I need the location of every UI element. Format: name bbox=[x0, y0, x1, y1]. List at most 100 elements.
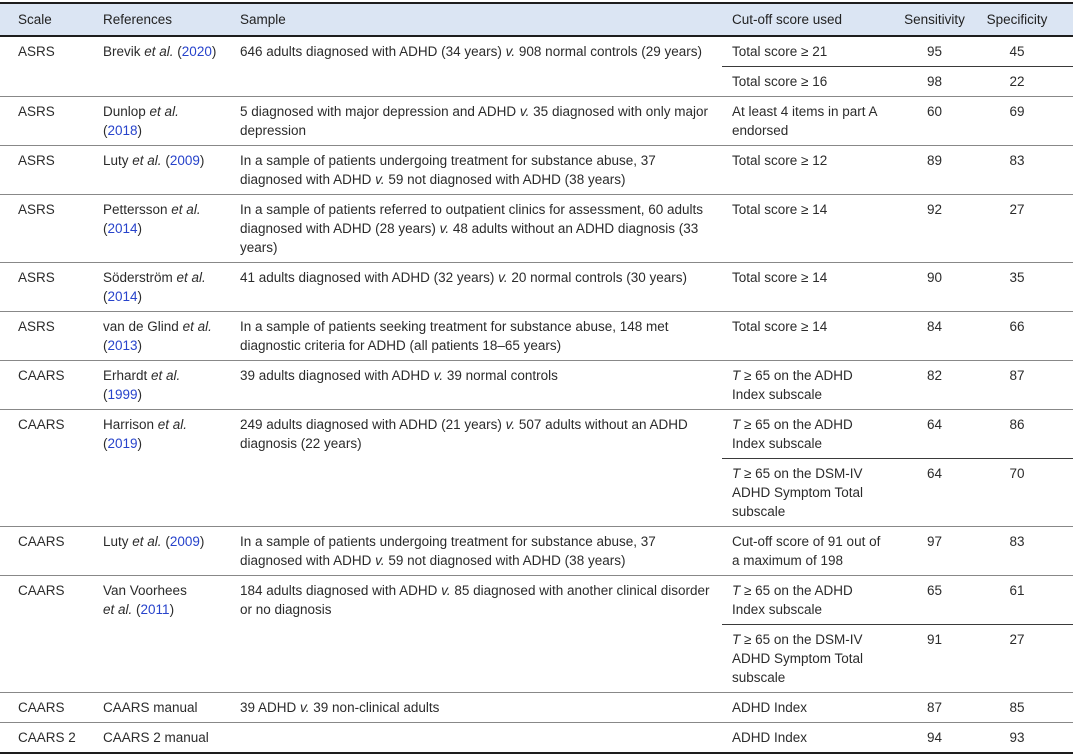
sensitivity-cell: 89 bbox=[894, 145, 975, 195]
table-row: CAARS Harrison et al. (2019) 249 adults … bbox=[0, 409, 1073, 527]
cutoff-text: Total score ≥ 14 bbox=[732, 319, 828, 334]
cutoff-text: Total score ≥ 14 bbox=[732, 270, 828, 285]
citation-year-link[interactable]: 2014 bbox=[107, 221, 138, 236]
scale-cell: CAARS bbox=[0, 692, 103, 723]
column-header-sample: Sample bbox=[240, 3, 722, 37]
ref-paren-open: ( bbox=[103, 387, 108, 402]
table-row: ASRS Luty et al. (2009) In a sample of p… bbox=[0, 145, 1073, 195]
cutoff-cell: Total score ≥ 14 bbox=[722, 194, 894, 263]
versus-text: v. bbox=[375, 553, 385, 568]
ref-paren-close: ) bbox=[199, 534, 205, 549]
table-head: Scale References Sample Cut-off score us… bbox=[0, 3, 1073, 37]
ref-paren-close: ) bbox=[137, 387, 143, 402]
ref-paren-close: ) bbox=[211, 44, 217, 59]
sensitivity-cell: 91 bbox=[894, 624, 975, 693]
versus-text: v. bbox=[433, 368, 444, 383]
citation-year-link[interactable]: 1999 bbox=[107, 387, 138, 402]
sample-text: 20 normal controls (30 years) bbox=[507, 270, 687, 285]
table-row: ASRS Pettersson et al. (2014) In a sampl… bbox=[0, 194, 1073, 263]
sensitivity-cell: 64 bbox=[894, 409, 975, 459]
reference-cell: Dunlop et al. (2018) bbox=[103, 96, 240, 146]
cutoff-cell: T ≥ 65 on the ADHD Index subscale bbox=[722, 409, 894, 459]
reference-cell: Söderström et al. (2014) bbox=[103, 262, 240, 312]
scale-cell: CAARS bbox=[0, 360, 103, 410]
reference-line: Dunlop et al. bbox=[103, 102, 230, 121]
citation-year-link[interactable]: 2020 bbox=[181, 44, 212, 59]
et-al-text: et al. bbox=[176, 270, 206, 285]
sample-text: In a sample of patients seeking treatmen… bbox=[240, 319, 669, 353]
sample-text: 249 adults diagnosed with ADHD (21 years… bbox=[240, 417, 506, 432]
citation-year-link[interactable]: 2018 bbox=[107, 123, 138, 138]
sensitivity-cell: 97 bbox=[894, 526, 975, 576]
sample-cell: In a sample of patients seeking treatmen… bbox=[240, 311, 722, 361]
citation-year-link[interactable]: 2009 bbox=[169, 153, 200, 168]
reference-line: (1999) bbox=[103, 385, 230, 404]
table-subrow: Total score ≥ 16 98 22 bbox=[0, 66, 1073, 97]
sample-text: 184 adults diagnosed with ADHD bbox=[240, 583, 442, 598]
sample-cell: 184 adults diagnosed with ADHD v. 85 dia… bbox=[240, 575, 722, 693]
specificity-cell: 22 bbox=[975, 66, 1073, 97]
reference-line: (2013) bbox=[103, 336, 230, 355]
cutoff-text: At least 4 items in part A endorsed bbox=[732, 104, 877, 138]
cutoff-cell: T ≥ 65 on the DSM-IV ADHD Symptom Total … bbox=[722, 458, 894, 527]
ref-authors: Brevik bbox=[103, 44, 145, 59]
t-score-symbol: T bbox=[732, 368, 741, 383]
reference-cell: Luty et al. (2009) bbox=[103, 145, 240, 195]
ref-authors: Pettersson bbox=[103, 202, 172, 217]
sample-text: 507 adults without an ADHD diagnosis (22… bbox=[240, 417, 688, 451]
specificity-cell: 85 bbox=[975, 692, 1073, 723]
table-row: CAARS CAARS manual 39 ADHD v. 39 non-cli… bbox=[0, 692, 1073, 723]
t-score-symbol: T bbox=[732, 632, 741, 647]
sample-cell: 39 adults diagnosed with ADHD v. 39 norm… bbox=[240, 360, 722, 410]
table-header-row: Scale References Sample Cut-off score us… bbox=[0, 3, 1073, 37]
specificity-cell: 27 bbox=[975, 624, 1073, 693]
specificity-cell: 69 bbox=[975, 96, 1073, 146]
cutoff-text: Total score ≥ 21 bbox=[732, 44, 828, 59]
specificity-cell: 35 bbox=[975, 262, 1073, 312]
sample-cell: 41 adults diagnosed with ADHD (32 years)… bbox=[240, 262, 722, 312]
reference-line: et al. (2011) bbox=[103, 600, 230, 619]
citation-year-link[interactable]: 2014 bbox=[107, 289, 138, 304]
citation-year-link[interactable]: 2009 bbox=[169, 534, 200, 549]
sample-text: In a sample of patients undergoing treat… bbox=[240, 534, 656, 568]
scale-cell: ASRS bbox=[0, 35, 103, 97]
table-subrow: T ≥ 65 on the DSM-IV ADHD Symptom Total … bbox=[0, 458, 1073, 527]
versus-text: v. bbox=[519, 104, 530, 119]
sample-text: 41 adults diagnosed with ADHD (32 years) bbox=[240, 270, 499, 285]
versus-text: v. bbox=[439, 221, 450, 236]
et-al-text: et al. bbox=[157, 417, 188, 432]
sample-cell: In a sample of patients undergoing treat… bbox=[240, 526, 722, 576]
sample-text: 35 diagnosed with only major depression bbox=[240, 104, 709, 138]
citation-year-link[interactable]: 2011 bbox=[140, 602, 170, 617]
et-al-text: et al. bbox=[149, 104, 179, 119]
ref-paren-open: ( bbox=[103, 123, 108, 138]
et-al-text: et al. bbox=[132, 534, 162, 549]
table-subrow: T ≥ 65 on the DSM-IV ADHD Symptom Total … bbox=[0, 624, 1073, 693]
sensitivity-cell: 84 bbox=[894, 311, 975, 361]
cutoff-text: Total score ≥ 14 bbox=[732, 202, 828, 217]
sample-text: 39 adults diagnosed with ADHD bbox=[240, 368, 434, 383]
versus-text: v. bbox=[505, 44, 516, 59]
cutoff-text: Total score ≥ 16 bbox=[732, 74, 828, 89]
citation-year-link[interactable]: 2013 bbox=[107, 338, 138, 353]
ref-paren-open: ( bbox=[161, 153, 170, 168]
cutoff-cell: Total score ≥ 21 bbox=[722, 35, 894, 67]
table-body: ASRS Brevik et al. (2020) 646 adults dia… bbox=[0, 35, 1073, 753]
sensitivity-cell: 64 bbox=[894, 458, 975, 527]
specificity-cell: 87 bbox=[975, 360, 1073, 410]
sample-text: 39 ADHD bbox=[240, 700, 301, 715]
sample-cell: 646 adults diagnosed with ADHD (34 years… bbox=[240, 35, 722, 97]
ref-paren-open: ( bbox=[103, 221, 108, 236]
sample-text: 48 adults without an ADHD diagnosis (33 … bbox=[240, 221, 699, 255]
reference-line: Brevik et al. (2020) bbox=[103, 42, 230, 61]
table-row: CAARS Van Voorhees et al. (2011) 184 adu… bbox=[0, 575, 1073, 693]
sample-text: 39 normal controls bbox=[443, 368, 558, 383]
reference-line: (2014) bbox=[103, 287, 230, 306]
ref-authors: van de Glind bbox=[103, 319, 183, 334]
reference-line: Luty et al. (2009) bbox=[103, 151, 230, 170]
reference-line: Pettersson et al. bbox=[103, 200, 230, 219]
specificity-cell: 27 bbox=[975, 194, 1073, 263]
citation-year-link[interactable]: 2019 bbox=[107, 436, 138, 451]
t-score-symbol: T bbox=[732, 583, 741, 598]
specificity-cell: 83 bbox=[975, 526, 1073, 576]
